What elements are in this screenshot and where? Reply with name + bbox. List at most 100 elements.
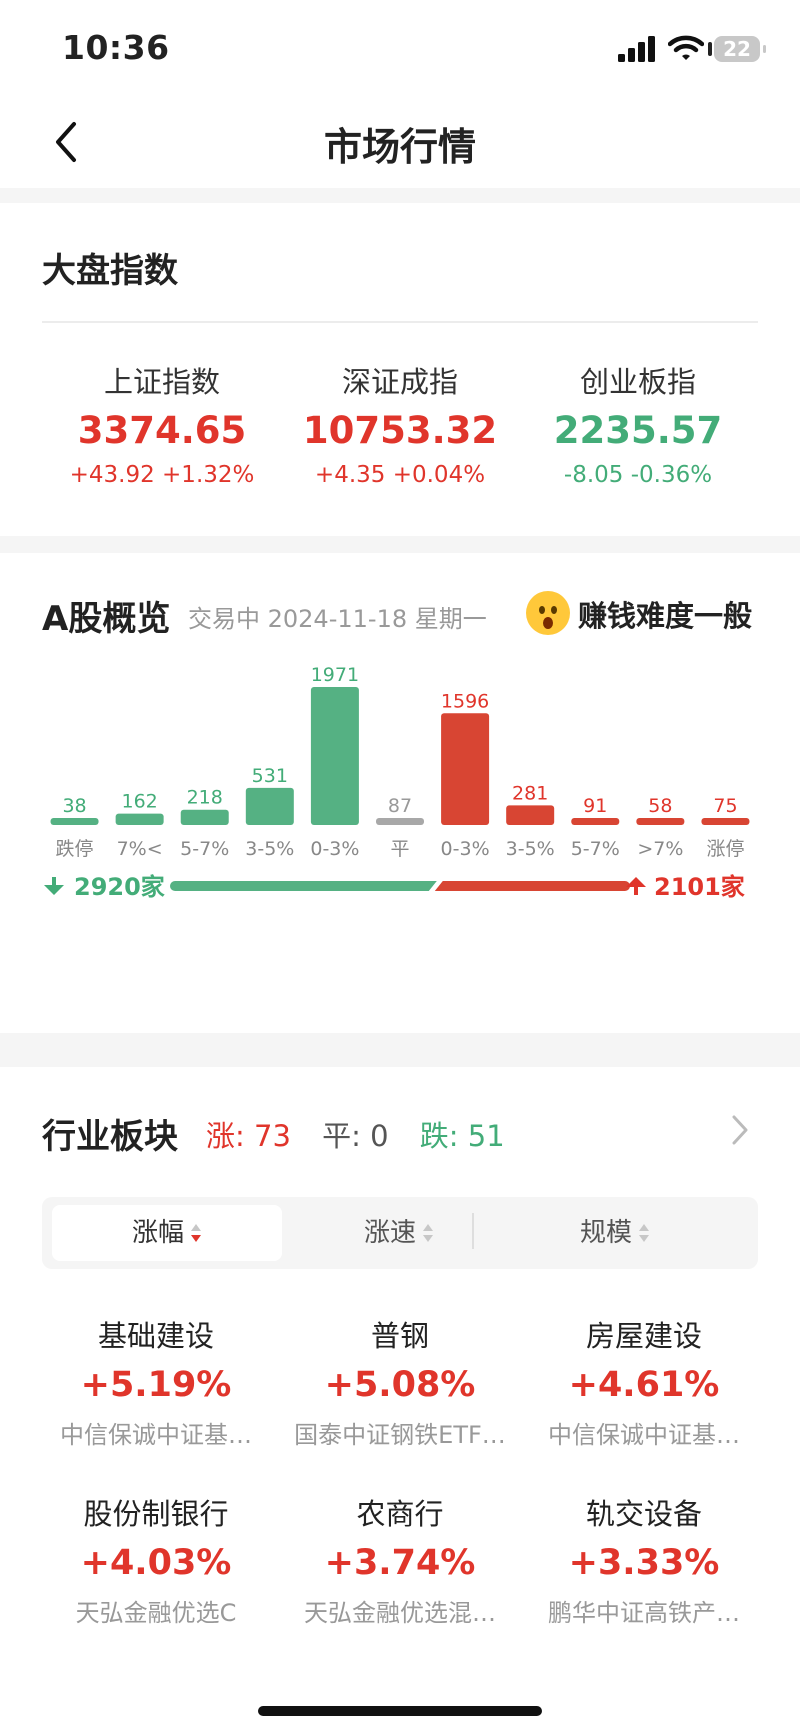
industry-item[interactable]: 股份制银行 +4.03% 天弘金融优选C — [34, 1491, 278, 1628]
battery-level: 22 — [723, 37, 751, 61]
tab-scale[interactable]: 规模 — [500, 1205, 730, 1261]
bar-value-label: 281 — [512, 782, 548, 804]
bar-value-label: 1596 — [441, 690, 489, 712]
index-section-title: 大盘指数 — [42, 251, 178, 291]
bar — [310, 687, 359, 825]
index-value: 3374.65 — [77, 409, 247, 452]
index-change: -8.05 -0.36% — [563, 462, 713, 488]
distribution-chart: 38 跌停 162 7%< 218 5-7% 531 3-5% 1971 0-3% 87 平 1596 0… — [50, 664, 750, 860]
industry-name: 房屋建设 — [585, 1319, 702, 1353]
category-label: 3-5% — [506, 838, 555, 860]
back-icon[interactable] — [50, 118, 82, 166]
arrow-down-icon — [44, 877, 64, 895]
bar — [180, 809, 229, 825]
bar — [571, 818, 620, 825]
category-label: 0-3% — [441, 838, 490, 860]
industry-item[interactable]: 房屋建设 +4.61% 中信保诚中证基… — [522, 1313, 766, 1450]
surprised-face-icon — [526, 591, 570, 635]
bar — [50, 818, 99, 825]
index-change: +43.92 +1.32% — [69, 462, 255, 488]
industry-fund: 国泰中证钢铁ETF… — [294, 1421, 506, 1449]
bar-value-label: 218 — [187, 787, 223, 809]
bar — [376, 818, 424, 825]
tab-label: 涨幅 — [131, 1218, 184, 1248]
bar-value-label: 75 — [713, 795, 737, 817]
tab-label: 涨速 — [363, 1218, 416, 1248]
index-value: 10753.32 — [302, 409, 498, 452]
down-count: 2920家 — [74, 873, 165, 901]
index-name: 上证指数 — [103, 365, 220, 399]
up-count: 2101家 — [654, 873, 745, 901]
tab-divider — [472, 1213, 474, 1249]
sort-icon — [638, 1223, 650, 1244]
overview-subtitle: 交易中 2024-11-18 星期一 — [188, 605, 487, 633]
arrow-up-icon — [626, 877, 646, 895]
overview-card: A股概览 交易中 2024-11-18 星期一 赚钱难度一般 38 跌停 162 7%… — [0, 553, 800, 1033]
bar — [441, 713, 490, 825]
industry-item[interactable]: 农商行 +3.74% 天弘金融优选混… — [278, 1491, 522, 1628]
battery-icon: 22 — [708, 36, 766, 62]
down-stat: 跌: 51 — [419, 1119, 505, 1153]
category-label: 涨停 — [706, 838, 744, 860]
bar — [701, 818, 750, 825]
bar — [245, 787, 294, 825]
index-item-sz[interactable]: 深证成指 10753.32 +4.35 +0.04% — [280, 359, 520, 488]
up-stat: 涨: 73 — [206, 1119, 291, 1153]
index-value: 2235.57 — [553, 409, 723, 452]
industry-item[interactable]: 普钢 +5.08% 国泰中证钢铁ETF… — [278, 1313, 522, 1450]
industry-name: 股份制银行 — [83, 1497, 229, 1531]
divider — [42, 321, 758, 323]
category-label: 5-7% — [180, 838, 229, 860]
industry-fund: 中信保诚中证基… — [60, 1421, 252, 1449]
industry-title: 行业板块 — [42, 1117, 178, 1157]
industry-name: 基础建设 — [97, 1319, 214, 1353]
bar — [636, 818, 685, 825]
industry-name: 轨交设备 — [585, 1497, 702, 1531]
bar-value-label: 91 — [583, 795, 607, 817]
index-name: 深证成指 — [341, 365, 458, 399]
industry-stats: 涨: 73 平: 0 跌: 51 — [206, 1113, 527, 1155]
tab-label: 规模 — [579, 1218, 632, 1248]
industry-card: 行业板块 涨: 73 平: 0 跌: 51 涨幅 涨速 规模 基础建设 +5.1… — [0, 1067, 800, 1731]
flat-stat: 平: 0 — [322, 1119, 389, 1153]
header: 10:36 22 市场行情 — [0, 0, 800, 188]
bar-value-label: 38 — [62, 795, 86, 817]
category-label: 平 — [390, 838, 409, 860]
up-down-ratio-bar: 2920家 2101家 — [44, 873, 745, 901]
index-item-sh[interactable]: 上证指数 3374.65 +43.92 +1.32% — [42, 359, 282, 488]
chevron-right-icon[interactable] — [728, 1113, 752, 1147]
status-time: 10:36 — [62, 28, 170, 67]
industry-change: +3.74% — [324, 1543, 476, 1583]
bar — [506, 805, 555, 825]
bar-value-label: 531 — [252, 765, 288, 787]
industry-fund: 鹏华中证高铁产… — [548, 1599, 740, 1627]
bar-value-label: 58 — [648, 795, 672, 817]
industry-change: +3.33% — [568, 1543, 720, 1583]
industry-change: +5.19% — [80, 1365, 232, 1405]
category-label: 7%< — [117, 838, 163, 860]
industry-change: +5.08% — [324, 1365, 476, 1405]
signal-icon — [618, 36, 655, 62]
wifi-icon — [668, 35, 704, 60]
tab-gain[interactable]: 涨幅 — [52, 1205, 282, 1261]
category-label: 5-7% — [571, 838, 620, 860]
industry-item[interactable]: 轨交设备 +3.33% 鹏华中证高铁产… — [522, 1491, 766, 1628]
up-ratio-segment — [434, 881, 630, 891]
category-label: >7% — [637, 838, 683, 860]
industry-item[interactable]: 基础建设 +5.19% 中信保诚中证基… — [34, 1313, 278, 1450]
page-title: 市场行情 — [323, 125, 476, 169]
bar-value-label: 1971 — [311, 664, 359, 686]
category-label: 0-3% — [310, 838, 359, 860]
bar-value-label: 162 — [122, 791, 158, 813]
index-name: 创业板指 — [579, 365, 696, 399]
bar — [115, 813, 164, 825]
industry-change: +4.03% — [80, 1543, 232, 1583]
index-item-cy[interactable]: 创业板指 2235.57 -8.05 -0.36% — [518, 359, 758, 488]
overview-title: A股概览 — [42, 599, 171, 639]
tab-speed[interactable]: 涨速 — [284, 1205, 514, 1261]
bar-value-label: 87 — [388, 795, 412, 817]
industry-fund: 天弘金融优选混… — [304, 1599, 496, 1627]
category-label: 跌停 — [56, 838, 94, 860]
industry-name: 农商行 — [356, 1497, 444, 1531]
index-card: 大盘指数 上证指数 3374.65 +43.92 +1.32% 深证成指 107… — [0, 203, 800, 536]
